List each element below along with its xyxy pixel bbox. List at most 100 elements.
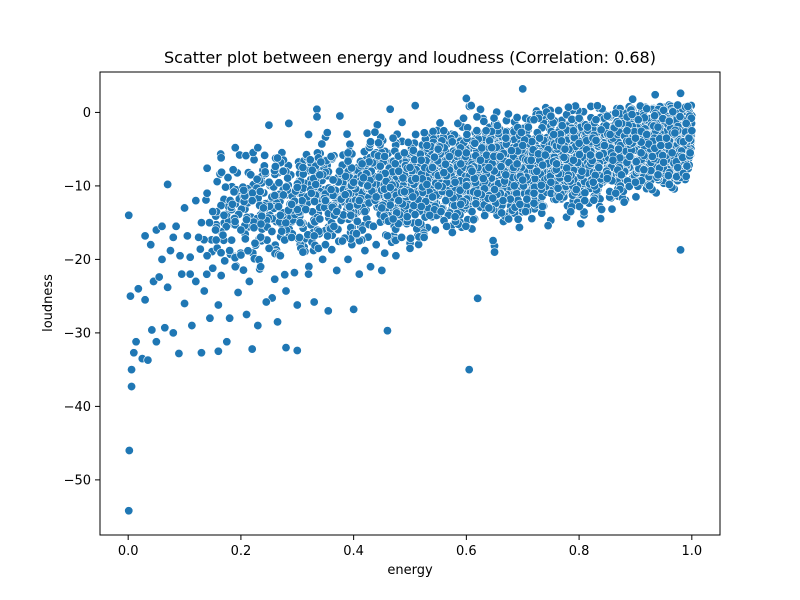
scatter-point: [594, 163, 604, 173]
scatter-point: [514, 222, 524, 232]
scatter-point: [258, 203, 268, 213]
scatter-point: [568, 155, 578, 165]
scatter-point: [388, 133, 398, 143]
scatter-point: [315, 170, 325, 180]
scatter-point: [518, 175, 528, 185]
scatter-point: [433, 144, 443, 154]
scatter-point: [664, 116, 674, 126]
scatter-point: [185, 269, 195, 279]
x-tick-label: 0.6: [456, 544, 477, 559]
scatter-point: [673, 163, 683, 173]
scatter-point: [374, 138, 384, 148]
scatter-point: [354, 196, 364, 206]
scatter-point: [631, 157, 641, 167]
scatter-point: [577, 166, 587, 176]
scatter-point: [653, 122, 663, 132]
scatter-point: [453, 148, 463, 158]
scatter-point: [472, 112, 482, 122]
scatter-point: [403, 137, 413, 147]
scatter-point: [342, 129, 352, 139]
scatter-point: [473, 293, 483, 303]
scatter-point: [260, 167, 270, 177]
scatter-point: [456, 159, 466, 169]
scatter-point: [422, 140, 432, 150]
scatter-point: [287, 199, 297, 209]
scatter-point: [131, 337, 141, 347]
scatter-point: [345, 202, 355, 212]
x-tick-label: 1.0: [681, 544, 702, 559]
x-tick-label: 0.8: [569, 544, 590, 559]
scatter-point: [354, 269, 364, 279]
scatter-point: [433, 181, 443, 191]
scatter-point: [566, 207, 576, 217]
scatter-point: [481, 126, 491, 136]
scatter-point: [661, 133, 671, 143]
scatter-point: [497, 208, 507, 218]
scatter-point: [682, 161, 692, 171]
scatter-point: [399, 148, 409, 158]
scatter-point: [461, 181, 471, 191]
scatter-point: [653, 170, 663, 180]
scatter-point: [283, 173, 293, 183]
scatter-point: [647, 152, 657, 162]
scatter-point: [564, 102, 574, 112]
scatter-point: [305, 155, 315, 165]
scatter-point: [631, 192, 641, 202]
scatter-point: [359, 173, 369, 183]
scatter-point: [244, 276, 254, 286]
scatter-point: [518, 84, 528, 94]
scatter-point: [512, 159, 522, 169]
scatter-point: [239, 185, 249, 195]
scatter-point: [284, 118, 294, 128]
scatter-point: [272, 153, 282, 163]
scatter-point: [317, 139, 327, 149]
scatter-point: [194, 232, 204, 242]
scatter-point: [292, 300, 302, 310]
scatter-point: [216, 153, 226, 163]
scatter-point: [523, 122, 533, 132]
scatter-point: [225, 246, 235, 256]
scatter-point: [278, 190, 288, 200]
scatter-point: [217, 167, 227, 177]
scatter-point: [504, 214, 514, 224]
scatter-point: [202, 269, 212, 279]
scatter-point: [546, 177, 556, 187]
scatter-point: [304, 269, 314, 279]
y-tick-label: 0: [83, 106, 91, 121]
scatter-point: [455, 185, 465, 195]
scatter-point: [143, 355, 153, 365]
scatter-point: [191, 196, 201, 206]
scatter-point: [375, 161, 385, 171]
scatter-point: [129, 348, 139, 358]
scatter-point: [380, 248, 390, 258]
scatter-point: [659, 105, 669, 115]
scatter-point: [559, 152, 569, 162]
scatter-point: [252, 174, 262, 184]
scatter-point: [501, 133, 511, 143]
scatter-point: [335, 166, 345, 176]
scatter-point: [323, 306, 333, 316]
scatter-point: [371, 192, 381, 202]
scatter-point: [298, 163, 308, 173]
scatter-point: [311, 180, 321, 190]
scatter-point: [526, 155, 536, 165]
scatter-point: [368, 221, 378, 231]
scatter-point: [422, 179, 432, 189]
scatter-point: [246, 170, 256, 180]
scatter-point: [320, 196, 330, 206]
scatter-point: [580, 188, 590, 198]
scatter-point: [444, 152, 454, 162]
scatter-point: [667, 148, 677, 158]
scatter-point: [557, 121, 567, 131]
scatter-point: [212, 177, 222, 187]
scatter-point: [140, 231, 150, 241]
scatter-point: [205, 313, 215, 323]
scatter-point: [549, 129, 559, 139]
scatter-point: [346, 210, 356, 220]
scatter-point: [506, 146, 516, 156]
scatter-point: [406, 233, 416, 243]
scatter-point: [505, 194, 515, 204]
scatter-point: [410, 101, 420, 111]
scatter-point: [165, 246, 175, 256]
